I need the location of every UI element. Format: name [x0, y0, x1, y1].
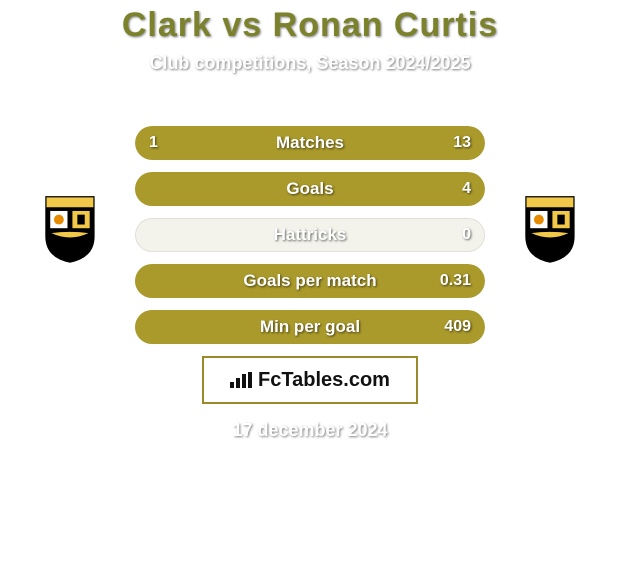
player-placeholder-left: [8, 130, 112, 156]
club-crest-icon: [39, 190, 101, 264]
player1-name: Clark: [122, 6, 212, 44]
club-crest-icon: [519, 190, 581, 264]
bar-value-right: 13: [453, 126, 471, 160]
bar-value-right: 4: [462, 172, 471, 206]
stat-bar: Goals per match0.31: [135, 264, 485, 298]
branding-logo: FcTables.com: [230, 369, 390, 392]
bar-label: Goals: [135, 172, 485, 206]
player2-name: Ronan Curtis: [273, 6, 498, 44]
bar-value-left: 1: [149, 126, 158, 160]
page-title: Clark vs Ronan Curtis: [0, 6, 620, 45]
branding-text: FcTables.com: [258, 369, 390, 392]
comparison-bars: Matches1 13 Goals4 Hattricks0 Goals per matc…: [135, 126, 485, 356]
subtitle: Club competitions, Season 2024/2025: [0, 53, 620, 74]
bar-label: Goals per match: [135, 264, 485, 298]
stat-bar: Hattricks0: [135, 218, 485, 252]
vs-text: vs: [222, 6, 262, 44]
club-badge-left: [27, 184, 113, 270]
date-text: 17 december 2024: [0, 420, 620, 441]
stat-bar: Goals4: [135, 172, 485, 206]
bar-label: Matches: [135, 126, 485, 160]
bar-value-right: 409: [444, 310, 471, 344]
bar-label: Min per goal: [135, 310, 485, 344]
stat-bar: Min per goal409: [135, 310, 485, 344]
bar-value-right: 0: [462, 218, 471, 252]
bar-label: Hattricks: [135, 218, 485, 252]
chart-icon: [230, 372, 252, 388]
branding-box: FcTables.com: [202, 356, 418, 404]
stat-bar: Matches1 13: [135, 126, 485, 160]
bar-value-right: 0.31: [440, 264, 471, 298]
player-placeholder-right: [488, 130, 592, 156]
club-badge-right: [507, 184, 593, 270]
